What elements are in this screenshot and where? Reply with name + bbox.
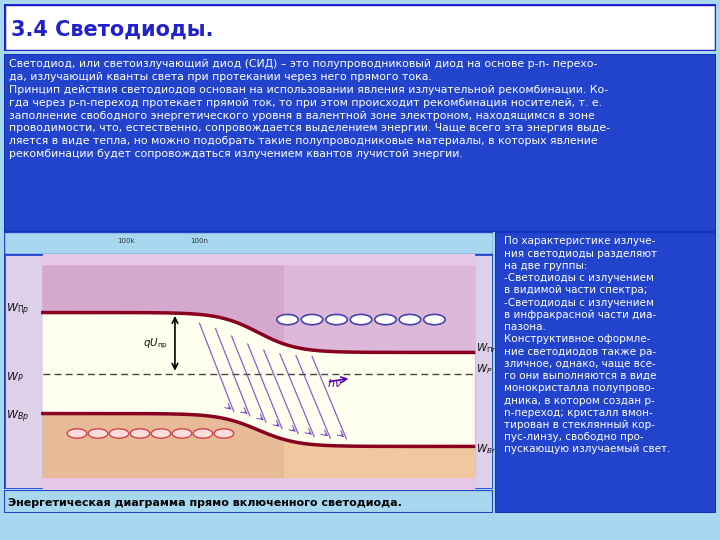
Text: По характеристике излуче-
ния светодиоды разделяют
на две группы:
-Светодиоды с : По характеристике излуче- ния светодиоды… <box>504 237 670 455</box>
Circle shape <box>301 314 323 325</box>
FancyBboxPatch shape <box>42 266 474 477</box>
Circle shape <box>151 429 171 438</box>
Text: Энергетическая диаграмма прямо включенного светодиода.: Энергетическая диаграмма прямо включенно… <box>9 498 402 508</box>
Circle shape <box>172 429 192 438</box>
Circle shape <box>109 429 129 438</box>
Text: $h\nu$: $h\nu$ <box>327 377 342 389</box>
Text: $W_{Bn}$: $W_{Bn}$ <box>476 442 498 456</box>
Text: 100n: 100n <box>191 238 209 244</box>
Text: 3.4 Светодиоды.: 3.4 Светодиоды. <box>11 20 213 40</box>
Circle shape <box>423 314 445 325</box>
Circle shape <box>374 314 396 325</box>
Circle shape <box>67 429 87 438</box>
FancyBboxPatch shape <box>4 254 493 489</box>
Text: $W_{Bp}$: $W_{Bp}$ <box>6 409 29 426</box>
Circle shape <box>214 429 234 438</box>
Text: $qU_{\text{пр}}$: $qU_{\text{пр}}$ <box>143 336 168 350</box>
Circle shape <box>325 314 347 325</box>
Text: 100k: 100k <box>117 238 135 244</box>
Circle shape <box>399 314 420 325</box>
Text: $W_{P}$: $W_{P}$ <box>6 370 24 384</box>
Text: $W_{\Pi n}$: $W_{\Pi n}$ <box>476 341 498 355</box>
Circle shape <box>350 314 372 325</box>
Circle shape <box>89 429 108 438</box>
FancyBboxPatch shape <box>4 490 493 513</box>
FancyBboxPatch shape <box>4 232 493 254</box>
FancyBboxPatch shape <box>4 54 716 232</box>
FancyBboxPatch shape <box>495 232 716 513</box>
Circle shape <box>193 429 212 438</box>
Text: $W_{P}$: $W_{P}$ <box>476 362 492 376</box>
FancyBboxPatch shape <box>4 4 716 51</box>
Circle shape <box>276 314 298 325</box>
Text: Светодиод, или светоизлучающий диод (СИД) – это полупроводниковый диод на основе: Светодиод, или светоизлучающий диод (СИД… <box>9 59 611 159</box>
Circle shape <box>130 429 150 438</box>
Text: $W_{\Pi p}$: $W_{\Pi p}$ <box>6 302 30 319</box>
